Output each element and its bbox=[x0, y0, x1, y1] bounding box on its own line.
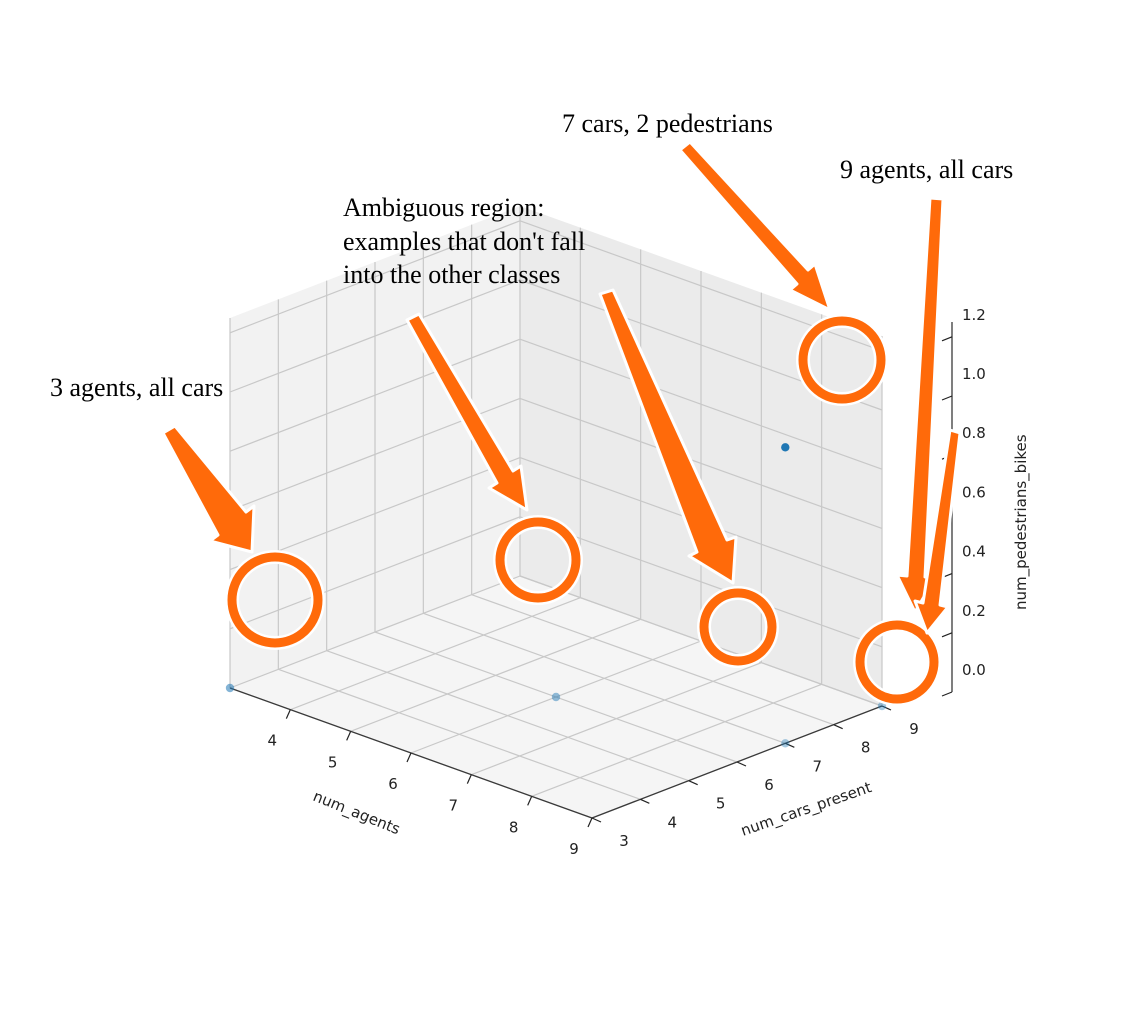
x-tick-mark bbox=[346, 731, 352, 741]
grid-line-z-back bbox=[519, 338, 883, 470]
x-tick-mark bbox=[587, 817, 593, 828]
y-tick-label: 9 bbox=[909, 720, 919, 738]
annotation-ring-ambiguous bbox=[495, 517, 581, 603]
z-tick-label: 0.0 bbox=[962, 661, 986, 679]
arrow-7-cars bbox=[678, 140, 832, 312]
data-point bbox=[781, 739, 790, 748]
grid-line-y-floor bbox=[374, 631, 738, 763]
annotation-ambiguous-line-1: Ambiguous region: bbox=[343, 193, 545, 222]
z-tick-label: 0.8 bbox=[962, 424, 986, 442]
annotation-ambiguous-line-2: examples that don't fall bbox=[343, 227, 585, 256]
annotation-ring-3-agents bbox=[227, 552, 323, 648]
annotation-ring-ambiguous-2 bbox=[699, 588, 777, 666]
y-tick-mark bbox=[640, 798, 650, 804]
y-tick-mark bbox=[736, 761, 747, 767]
z-axis-label: num_pedestrians_bikes bbox=[1012, 434, 1031, 610]
x-tick-label: 4 bbox=[268, 732, 278, 750]
grid-line-z-side bbox=[229, 575, 521, 689]
z-tick-label: 0.4 bbox=[962, 543, 986, 561]
y-tick-mark bbox=[833, 724, 843, 730]
annotation-ring-9-agents bbox=[855, 620, 939, 704]
x-tick-mark bbox=[406, 752, 412, 763]
grid-line-z-side bbox=[229, 516, 521, 630]
z-tick-mark bbox=[941, 336, 953, 342]
y-tick-label: 6 bbox=[764, 776, 774, 794]
x-tick-label: 7 bbox=[449, 797, 459, 815]
y-tick-label: 3 bbox=[619, 832, 629, 850]
grid-line-y-floor bbox=[278, 668, 641, 800]
arrow-9-agents-right bbox=[913, 428, 962, 635]
x-tick-mark bbox=[527, 796, 533, 806]
z-tick-mark bbox=[941, 632, 953, 638]
data-point bbox=[551, 692, 561, 702]
arrow-ambiguous bbox=[405, 312, 529, 512]
arrow-3-agents bbox=[161, 424, 256, 554]
arrow-ambiguous-2 bbox=[598, 288, 738, 585]
grid-line-z-side bbox=[229, 220, 521, 334]
grid-line-z-side bbox=[229, 338, 521, 452]
grid-line-y-floor bbox=[471, 594, 834, 726]
z-tick-label: 1.0 bbox=[962, 365, 986, 383]
z-tick-label: 1.2 bbox=[962, 306, 986, 324]
tick-labels: 4 5 6 7 8 9 3 4 5 6 7 8 9 0.0 0.2 0.4 0.6 0.8 1.0 1.2 bbox=[268, 306, 986, 858]
x-tick-mark bbox=[466, 774, 472, 784]
y-tick-mark bbox=[785, 742, 795, 748]
axes-panes bbox=[230, 206, 882, 818]
annotation-3-agents-all-cars: 3 agents, all cars bbox=[50, 373, 223, 402]
annotation-rings bbox=[225, 314, 941, 706]
x-tick-label: 5 bbox=[328, 753, 338, 771]
y-tick-mark bbox=[591, 817, 602, 823]
data-point bbox=[781, 443, 790, 452]
annotation-arrows bbox=[161, 140, 962, 635]
x-axis-label: num_agents bbox=[310, 787, 403, 839]
z-tick-mark bbox=[941, 691, 953, 697]
z-tick-label: 0.2 bbox=[962, 602, 986, 620]
y-tick-mark bbox=[688, 780, 698, 786]
grid-line-y-floor bbox=[326, 650, 689, 782]
grid-line-z-side bbox=[229, 279, 521, 393]
grid-line-z-back bbox=[519, 516, 883, 648]
annotation-ambiguous-line-3: into the other classes bbox=[343, 260, 560, 289]
y-tick-mark bbox=[881, 705, 892, 711]
annotation-ring-7-cars bbox=[798, 316, 886, 404]
annotation-9-agents-all-cars: 9 agents, all cars bbox=[840, 155, 1013, 184]
z-tick-label: 0.6 bbox=[962, 483, 986, 501]
data-point bbox=[225, 683, 235, 693]
y-tick-label: 7 bbox=[813, 757, 823, 775]
x-tick-mark bbox=[285, 709, 291, 719]
y-tick-label: 8 bbox=[861, 739, 871, 757]
x-tick-label: 9 bbox=[569, 840, 579, 858]
y-axis-label: num_cars_present bbox=[738, 778, 874, 841]
x-tick-label: 6 bbox=[388, 775, 398, 793]
grid-line-z-back bbox=[519, 397, 883, 529]
grid-line-y-floor bbox=[423, 612, 786, 744]
y-tick-label: 5 bbox=[716, 795, 726, 813]
z-tick-mark bbox=[941, 395, 953, 401]
y-tick-label: 4 bbox=[668, 813, 678, 831]
annotation-7-cars-2-pedestrians: 7 cars, 2 pedestrians bbox=[562, 109, 773, 138]
x-tick-label: 8 bbox=[509, 818, 519, 836]
